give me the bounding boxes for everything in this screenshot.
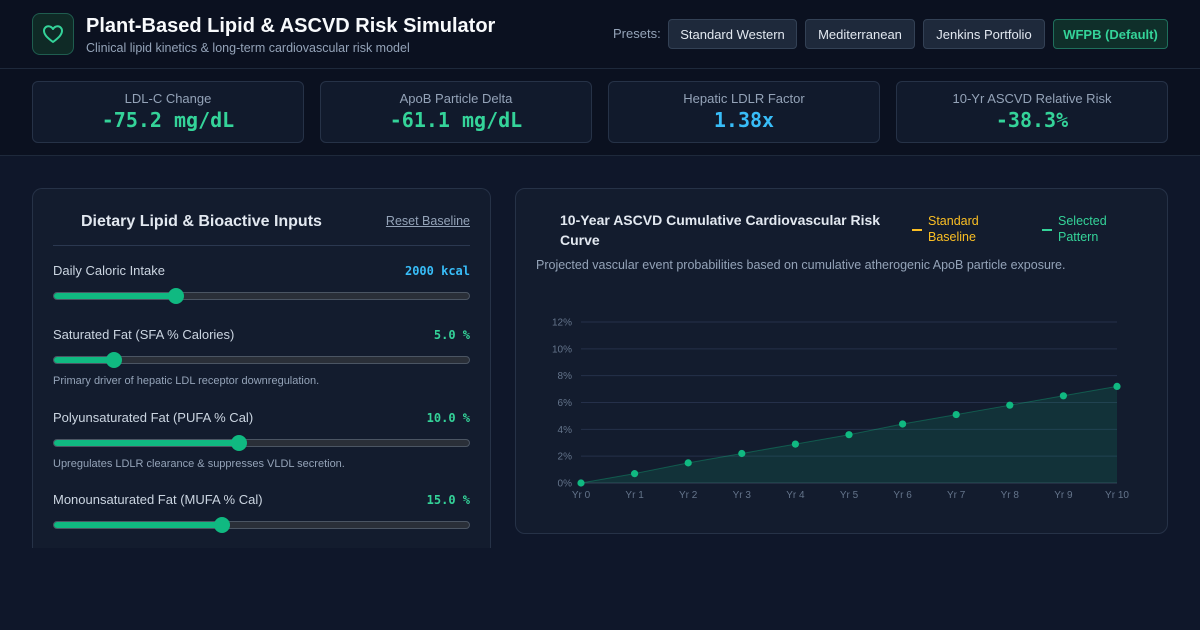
preset-jenkins-portfolio-button[interactable]: Jenkins Portfolio [923,19,1045,49]
sfa-value: 5.0 % [433,328,470,342]
heart-logo [32,13,74,55]
y-tick-label: 0% [558,479,573,490]
x-tick-label: Yr 4 [786,490,805,501]
metric-card-ldl: LDL-C Change -75.2 mg/dL [32,81,304,143]
sfa-slider[interactable] [53,352,470,368]
slider-fill [54,357,115,363]
chart-subtitle: Projected vascular event probabilities b… [536,258,1066,272]
app-header: Plant-Based Lipid & ASCVD Risk Simulator… [0,0,1200,69]
x-tick-label: Yr 7 [947,490,966,501]
slider-thumb[interactable] [168,288,185,304]
mufa-label: Monounsaturated Fat (MUFA % Cal) [53,492,263,507]
data-point [684,459,692,467]
y-tick-label: 6% [558,398,573,409]
data-point [631,470,639,478]
metric-value: 1.38x [713,108,775,132]
data-point [899,420,907,428]
x-tick-label: Yr 3 [733,490,752,501]
data-point [791,440,799,448]
panel-title: Dietary Lipid & Bioactive Inputs [81,213,322,230]
slider-thumb[interactable] [230,435,247,451]
y-tick-label: 4% [558,425,573,436]
preset-wfpb-button[interactable]: WFPB (Default) [1053,19,1168,49]
data-point [845,431,853,439]
legend-label: Standard Baseline [928,214,979,244]
data-point [952,410,960,419]
slider-fill [54,522,223,528]
y-tick-label: 10% [552,344,572,355]
data-point [738,449,746,458]
metric-label: 10-Yr ASCVD Relative Risk [952,91,1112,106]
x-tick-label: Yr 2 [679,490,698,501]
x-tick-label: Yr 9 [1054,490,1073,501]
metric-label: ApoB Particle Delta [399,91,513,106]
pufa-label: Polyunsaturated Fat (PUFA % Cal) [53,410,254,425]
x-tick-label: Yr 10 [1105,490,1129,501]
legend-swatch [1042,229,1052,231]
data-point [1113,382,1121,390]
app-subtitle: Clinical lipid kinetics & long-term card… [86,41,410,55]
reset-baseline-link[interactable]: Reset Baseline [385,214,470,228]
panel-divider [53,245,470,246]
caloric-intake-slider[interactable] [53,288,470,304]
metric-card-apob: ApoB Particle Delta -61.1 mg/dL [320,81,592,143]
x-tick-label: Yr 6 [893,490,912,501]
preset-standard-western-button[interactable]: Standard Western [668,19,797,49]
risk-chart-panel: 10-Year ASCVD Cumulative Cardiovascular … [515,188,1168,534]
metric-value: -38.3% [995,108,1069,132]
app-title: Plant-Based Lipid & ASCVD Risk Simulator [86,15,496,37]
heart-icon [43,25,63,43]
slider-fill [54,293,177,299]
caloric-intake-value: 2000 kcal [404,264,470,278]
mufa-slider[interactable] [53,517,470,533]
chart-title: 10-Year ASCVD Cumulative Cardiovascular … [560,212,881,248]
y-tick-label: 12% [552,318,572,329]
y-tick-label: 8% [558,371,573,382]
mufa-value: 15.0 % [426,493,470,507]
metric-value: -75.2 mg/dL [101,108,235,132]
metric-card-ldlr: Hepatic LDLR Factor 1.38x [608,81,880,143]
legend-label: Selected Pattern [1058,214,1107,244]
metric-value: -61.1 mg/dL [389,108,523,132]
data-point [577,479,585,487]
preset-mediterranean-button[interactable]: Mediterranean [805,19,915,49]
pufa-value: 10.0 % [426,411,470,425]
risk-curve-chart: 0% 2% 4% 6% 8% 10% 12% Yr 0 Yr 1 Yr 2 Yr 3 Yr 4 Yr 5… [552,318,1129,502]
metric-label: Hepatic LDLR Factor [683,91,805,106]
slider-thumb[interactable] [214,517,231,533]
pufa-slider[interactable] [53,435,470,451]
presets-label: Presets: [613,26,661,41]
sfa-hint: Primary driver of hepatic LDL receptor d… [53,375,320,387]
pufa-hint: Upregulates LDLR clearance & suppresses … [53,458,345,470]
metrics-band: LDL-C Change -75.2 mg/dL ApoB Particle D… [0,69,1200,156]
caloric-intake-label: Daily Caloric Intake [53,263,165,278]
slider-fill [54,440,239,446]
sfa-label: Saturated Fat (SFA % Calories) [53,327,235,342]
data-point [1059,392,1067,400]
data-point [1006,401,1014,409]
metric-label: LDL-C Change [124,91,212,106]
x-tick-label: Yr 5 [840,490,859,501]
legend-swatch [912,229,922,231]
slider-thumb[interactable] [106,352,123,368]
dietary-inputs-panel: Dietary Lipid & Bioactive Inputs Reset B… [32,188,491,548]
x-tick-label: Yr 8 [1001,490,1020,501]
x-tick-label: Yr 0 [572,490,591,501]
x-tick-label: Yr 1 [625,490,644,501]
metric-card-ascvd: 10-Yr ASCVD Relative Risk -38.3% [896,81,1168,143]
y-tick-label: 2% [558,452,573,463]
